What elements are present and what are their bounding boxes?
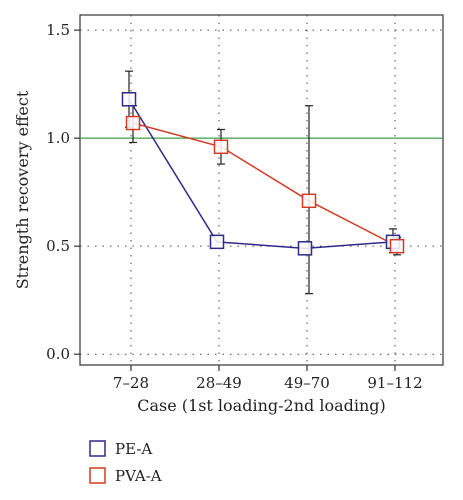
x-axis-label: Case (1st loading-2nd loading) <box>137 396 386 415</box>
y-tick-label: 1.5 <box>46 21 70 39</box>
y-axis-ticks: 0.0 0.5 1.0 1.5 <box>46 21 80 363</box>
y-axis-label: Strength recovery effect <box>13 90 32 289</box>
y-tick-label: 0.5 <box>46 237 70 255</box>
data-point-marker <box>125 115 141 131</box>
series-line <box>132 122 398 247</box>
data-point-marker <box>121 92 137 107</box>
data-point-marker <box>301 193 317 209</box>
legend: PE-A PVA-A <box>89 440 162 485</box>
data-point-marker <box>389 238 405 254</box>
data-point-marker <box>209 234 225 250</box>
x-axis-ticks: 7–28 28–49 49–70 91–112 <box>113 365 423 392</box>
x-tick-label: 91–112 <box>367 374 422 392</box>
series-lines <box>128 98 398 250</box>
x-tick-label: 28–49 <box>196 374 242 392</box>
y-tick-label: 0.0 <box>46 345 70 363</box>
plot-frame <box>79 14 444 366</box>
legend-label: PE-A <box>115 440 152 458</box>
legend-swatch <box>89 440 106 457</box>
data-point-marker <box>213 139 229 155</box>
legend-label: PVA-A <box>115 467 162 485</box>
series-markers <box>121 92 405 256</box>
series-line <box>128 98 394 250</box>
data-point-marker <box>297 241 313 256</box>
x-tick-label: 49–70 <box>284 374 330 392</box>
x-tick-label: 7–28 <box>113 374 149 392</box>
error-bars <box>125 70 401 295</box>
y-tick-label: 1.0 <box>46 129 70 147</box>
legend-swatch <box>89 467 106 484</box>
grid <box>80 15 443 365</box>
